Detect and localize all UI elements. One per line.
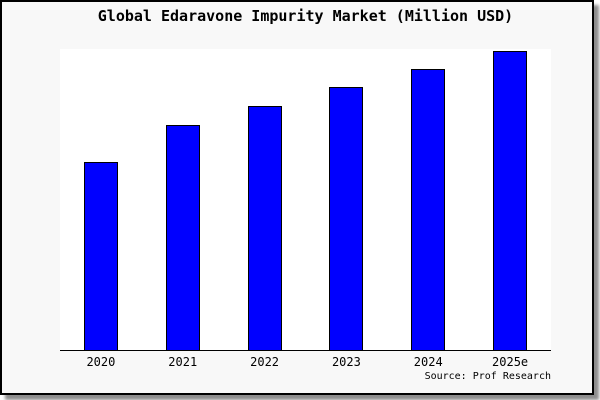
x-tick-label-2020: 2020 <box>86 355 116 369</box>
plot-area <box>60 49 551 351</box>
x-tick-label-2023: 2023 <box>331 355 361 369</box>
x-tick-label-2022: 2022 <box>250 355 280 369</box>
x-tick-label-2024: 2024 <box>413 355 443 369</box>
bar-2021 <box>165 125 200 350</box>
x-tick-label-2025e: 2025e <box>492 355 529 369</box>
chart-title: Global Edaravone Impurity Market (Millio… <box>97 7 514 25</box>
source-label: Source: Prof Research <box>424 371 551 382</box>
bar-2020 <box>83 162 118 350</box>
x-tick-label-2021: 2021 <box>168 355 198 369</box>
bar-2023 <box>329 87 364 350</box>
chart-frame: Global Edaravone Impurity Market (Millio… <box>0 0 594 395</box>
bar-2025e <box>493 51 528 350</box>
bar-2024 <box>411 69 446 350</box>
bar-2022 <box>247 106 282 350</box>
